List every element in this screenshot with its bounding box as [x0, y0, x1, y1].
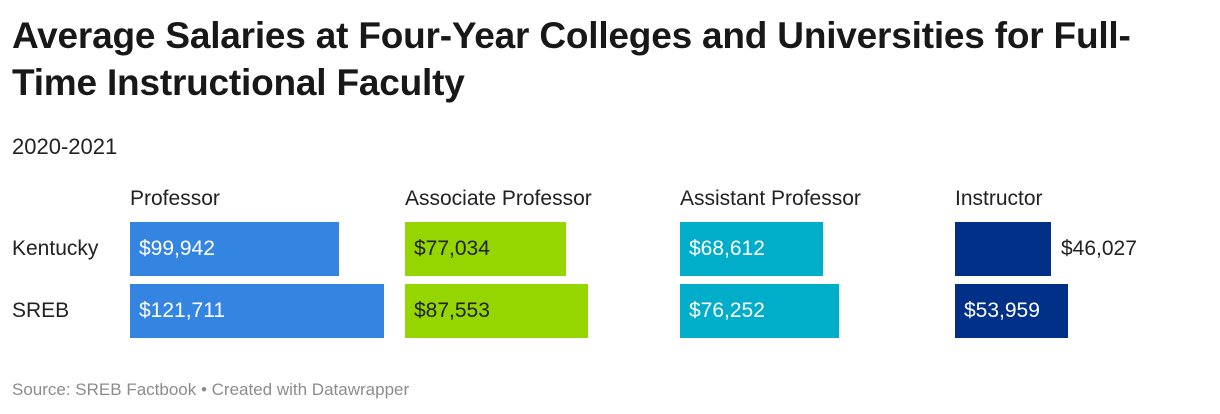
column-header-associate-professor: Associate Professor — [405, 187, 592, 210]
bar-professor-sreb — [130, 284, 384, 338]
value-label-instructor-kentucky: $46,027 — [1061, 237, 1137, 260]
column-header-professor: Professor — [130, 187, 220, 210]
chart-subtitle: 2020-2021 — [12, 134, 118, 159]
row-label-kentucky: Kentucky — [12, 237, 99, 260]
bar-professor-kentucky — [130, 222, 339, 276]
bar-instructor-kentucky — [955, 222, 1051, 276]
source-note: Source: SREB Factbook • Created with Dat… — [12, 380, 410, 399]
value-label-professor-sreb: $121,711 — [139, 299, 226, 322]
value-label-instructor-sreb: $53,959 — [964, 299, 1040, 322]
value-label-assistant-professor-sreb: $76,252 — [689, 299, 765, 322]
chart-title: Average Salaries at Four-Year Colleges a… — [12, 15, 1131, 103]
value-label-assistant-professor-kentucky: $68,612 — [689, 237, 765, 260]
row-label-sreb: SREB — [12, 299, 70, 322]
value-label-associate-professor-kentucky: $77,034 — [414, 237, 490, 260]
bar-associate-professor-kentucky — [405, 222, 566, 276]
bar-assistant-professor-kentucky — [680, 222, 823, 276]
bar-associate-professor-sreb — [405, 284, 588, 338]
value-label-associate-professor-sreb: $87,553 — [414, 299, 490, 322]
value-label-professor-kentucky: $99,942 — [139, 237, 215, 260]
column-header-assistant-professor: Assistant Professor — [680, 187, 861, 210]
column-header-instructor: Instructor — [955, 187, 1043, 210]
bar-instructor-sreb — [955, 284, 1068, 338]
bar-assistant-professor-sreb — [680, 284, 839, 338]
